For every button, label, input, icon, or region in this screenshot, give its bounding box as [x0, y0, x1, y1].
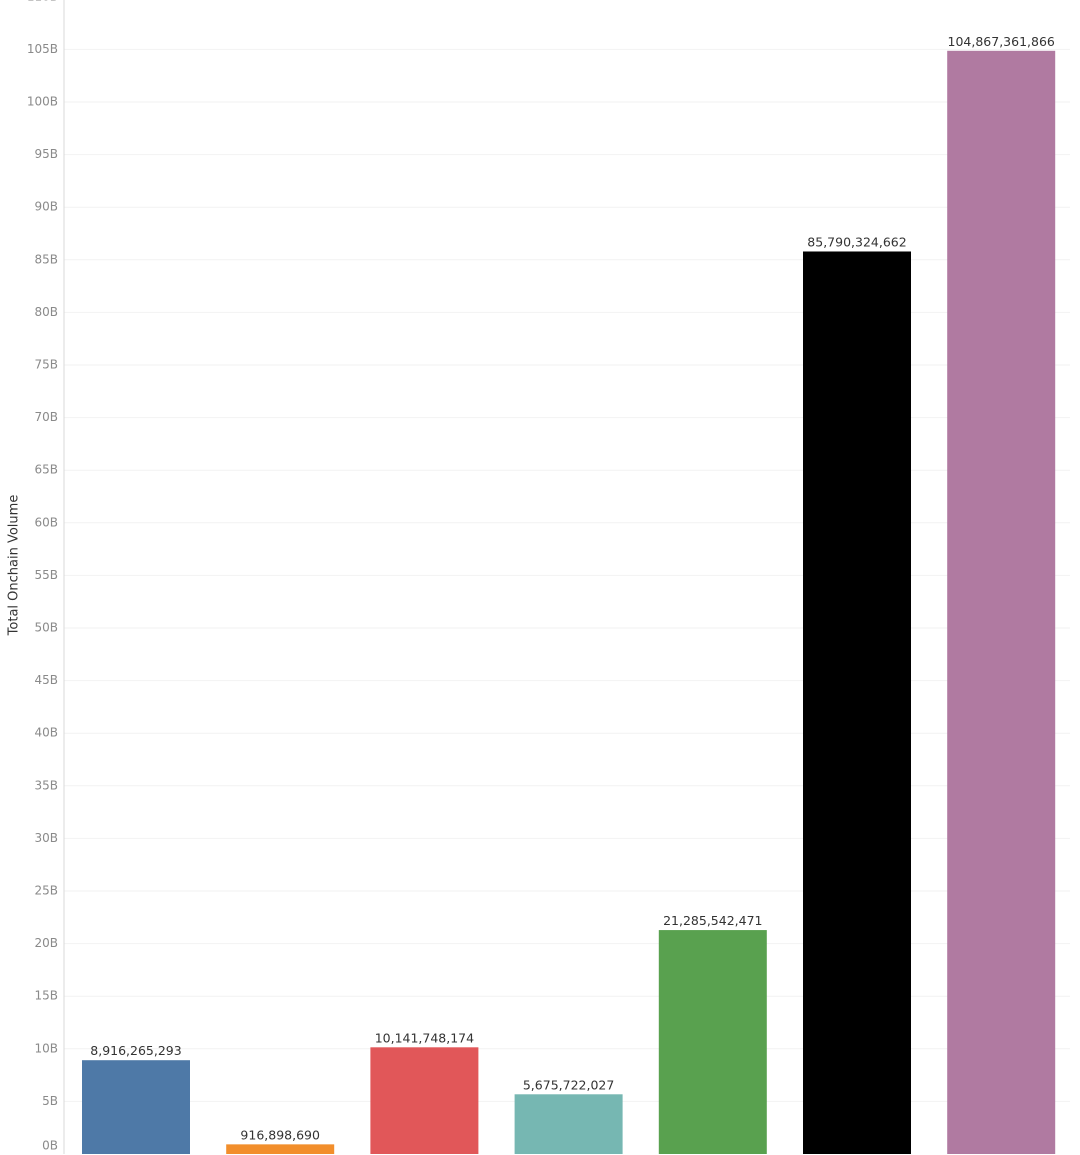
bar-value-label: 21,285,542,471: [663, 913, 762, 928]
y-tick-label: 95B: [34, 147, 58, 161]
y-tick-label: 105B: [27, 42, 58, 56]
y-tick-label: 25B: [34, 884, 58, 898]
data-labels: 8,916,265,293 916,898,690 10,141,748,174 5,…: [90, 34, 1055, 1143]
y-tick-label: 50B: [34, 621, 58, 635]
y-tick-label: 30B: [34, 831, 58, 845]
y-tick-label: 5B: [42, 1094, 58, 1108]
bar-value-label: 916,898,690: [240, 1127, 320, 1142]
y-tick-label: 70B: [34, 410, 58, 424]
y-tick-label: 85B: [34, 252, 58, 266]
bar-value-label: 85,790,324,662: [807, 234, 906, 249]
bar: [514, 1094, 623, 1154]
bar-value-label: 10,141,748,174: [375, 1030, 474, 1045]
y-axis-ticks: 0B 5B 10B 15B 20B 25B 30B 35B 40B 45B 50B 55B 60B 65B…: [27, 0, 58, 1153]
y-tick-label: 15B: [34, 989, 58, 1003]
y-tick-label: 40B: [34, 726, 58, 740]
y-tick-label: 20B: [34, 936, 58, 950]
y-tick-label: 75B: [34, 358, 58, 372]
bar: [803, 251, 911, 1154]
y-tick-label: 0B: [42, 1139, 58, 1153]
y-tick-label: 35B: [34, 778, 58, 792]
gridlines: [64, 48, 1070, 1102]
y-tick-label: 65B: [34, 463, 58, 477]
y-tick-label: 110B: [27, 0, 58, 3]
bar: [82, 1060, 190, 1154]
bar-value-label: 8,916,265,293: [90, 1043, 181, 1058]
bar: [947, 50, 1056, 1154]
bar: [370, 1047, 479, 1154]
y-tick-label: 55B: [34, 568, 58, 582]
bars: [82, 50, 1056, 1154]
bar: [658, 930, 767, 1154]
bar-value-label: 5,675,722,027: [523, 1077, 614, 1092]
y-tick-label: 90B: [34, 200, 58, 214]
y-tick-label: 10B: [34, 1041, 58, 1055]
y-tick-label: 80B: [34, 305, 58, 319]
y-tick-label: 100B: [27, 95, 58, 109]
y-tick-label: 60B: [34, 515, 58, 529]
bar-value-label: 104,867,361,866: [948, 34, 1055, 49]
y-tick-label: 45B: [34, 673, 58, 687]
bar: [226, 1144, 335, 1154]
